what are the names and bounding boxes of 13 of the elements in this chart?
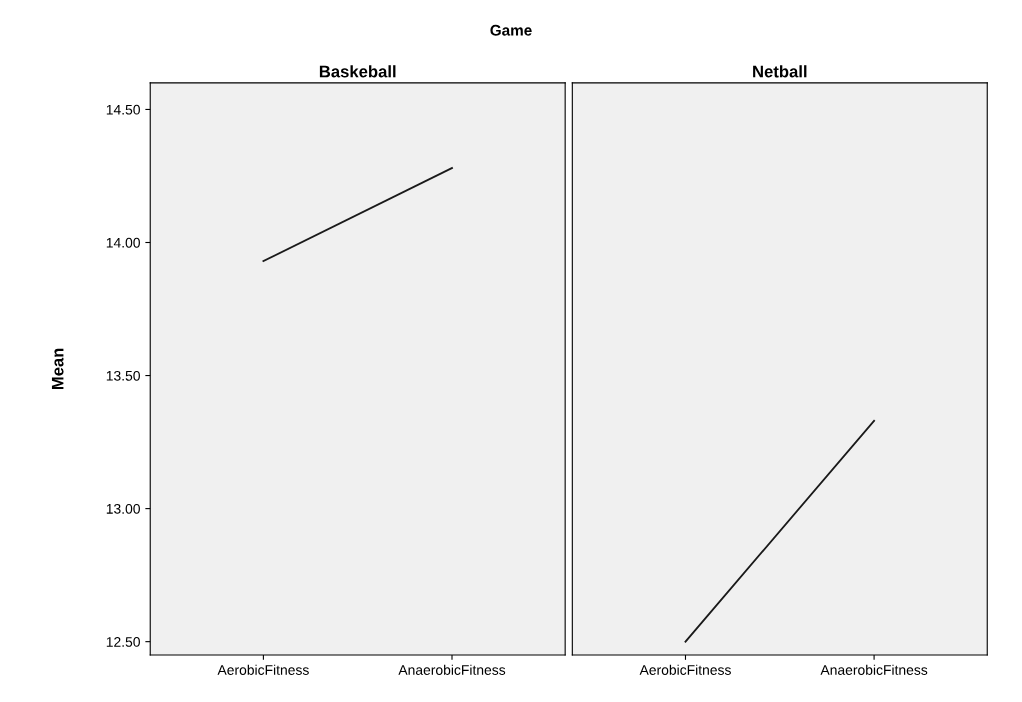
y-tick-label: 14.50	[106, 104, 140, 115]
x-tick-label: AnaerobicFitness	[398, 664, 506, 675]
chart-title: Netball	[753, 65, 807, 78]
y-tick-label: 12.50	[106, 636, 140, 647]
text: Game	[490, 24, 532, 36]
y-axis-title: Mean	[51, 348, 64, 390]
chart-title: Baskeball	[319, 65, 396, 78]
x-tick-label: AerobicFitness	[639, 664, 731, 675]
x-tick-label: AnaerobicFitness	[820, 664, 928, 675]
x-tick-label: AerobicFitness	[217, 664, 309, 675]
y-tick-label: 13.00	[106, 503, 140, 514]
y-tick-label: 14.00	[106, 237, 140, 248]
y-tick-label: 13.50	[106, 370, 140, 381]
